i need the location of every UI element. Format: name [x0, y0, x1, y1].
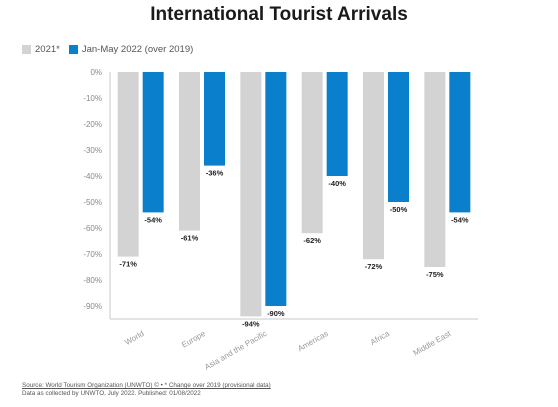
legend-swatch-2021	[22, 45, 31, 54]
data-label-2021: -61%	[181, 234, 199, 243]
y-tick-label: -10%	[83, 94, 102, 103]
category-label: Asia and the Pacific	[203, 329, 268, 372]
bar-chart: 0% -10% -20% -30% -40% -50% -60% -70% -80% -90% -7…	[83, 68, 478, 372]
data-label-2021: -71%	[119, 260, 137, 269]
bar-2022	[326, 72, 348, 176]
data-label-2021: -62%	[303, 236, 321, 245]
data-label-2021: -75%	[426, 270, 444, 279]
data-label-2022: -54%	[144, 215, 162, 224]
y-tick-label: -30%	[83, 146, 102, 155]
data-label-2022: -36%	[206, 169, 224, 178]
bar-2021	[301, 72, 323, 234]
y-tick-label: -20%	[83, 120, 102, 129]
bar-2022	[388, 72, 409, 202]
bar-2021	[117, 72, 139, 257]
legend-label-2022: Jan-May 2022 (over 2019)	[81, 44, 194, 55]
data-label-2021: -72%	[365, 262, 383, 271]
bar-2022	[142, 72, 164, 213]
footer: Source: World Tourism Organization (UNWT…	[22, 382, 271, 399]
legend-label-2021: 2021*	[35, 44, 60, 55]
category-label: Middle East	[412, 329, 453, 358]
data-label-2022: -40%	[328, 179, 346, 188]
legend: 2021* Jan-May 2022 (over 2019)	[22, 44, 202, 55]
y-tick-label: -90%	[83, 302, 102, 311]
data-label-2021: -94%	[242, 319, 260, 328]
data-label-2022: -54%	[451, 215, 469, 224]
bar-2021	[424, 72, 446, 267]
bar-2022	[449, 72, 471, 213]
y-tick-label: -40%	[83, 172, 102, 181]
legend-item-2022: Jan-May 2022 (over 2019)	[68, 44, 194, 55]
category-label: Americas	[296, 329, 329, 353]
y-tick-label: -60%	[83, 224, 102, 233]
category-label: Europe	[180, 329, 207, 350]
y-tick-label: 0%	[90, 68, 102, 77]
y-tick-label: -50%	[83, 198, 102, 207]
bar-2021	[363, 72, 384, 260]
category-label: World	[123, 329, 145, 347]
data-label-2022: -50%	[390, 205, 408, 214]
legend-item-2021: 2021*	[22, 44, 60, 55]
y-tick-label: -80%	[83, 276, 102, 285]
legend-swatch-2022	[68, 45, 78, 54]
chart-title: International Tourist Arrivals	[150, 4, 408, 25]
y-tick-label: -70%	[83, 250, 102, 259]
bar-2021	[179, 72, 200, 231]
bar-2021	[240, 72, 262, 317]
bar-2022	[204, 72, 225, 166]
category-label: Africa	[369, 329, 392, 347]
data-label-2022: -90%	[267, 309, 285, 318]
data-collection-note: Data as collected by UNWTO, July 2022. P…	[22, 390, 201, 398]
bar-2022	[265, 72, 287, 306]
source-note: Source: World Tourism Organization (UNWT…	[22, 382, 271, 389]
